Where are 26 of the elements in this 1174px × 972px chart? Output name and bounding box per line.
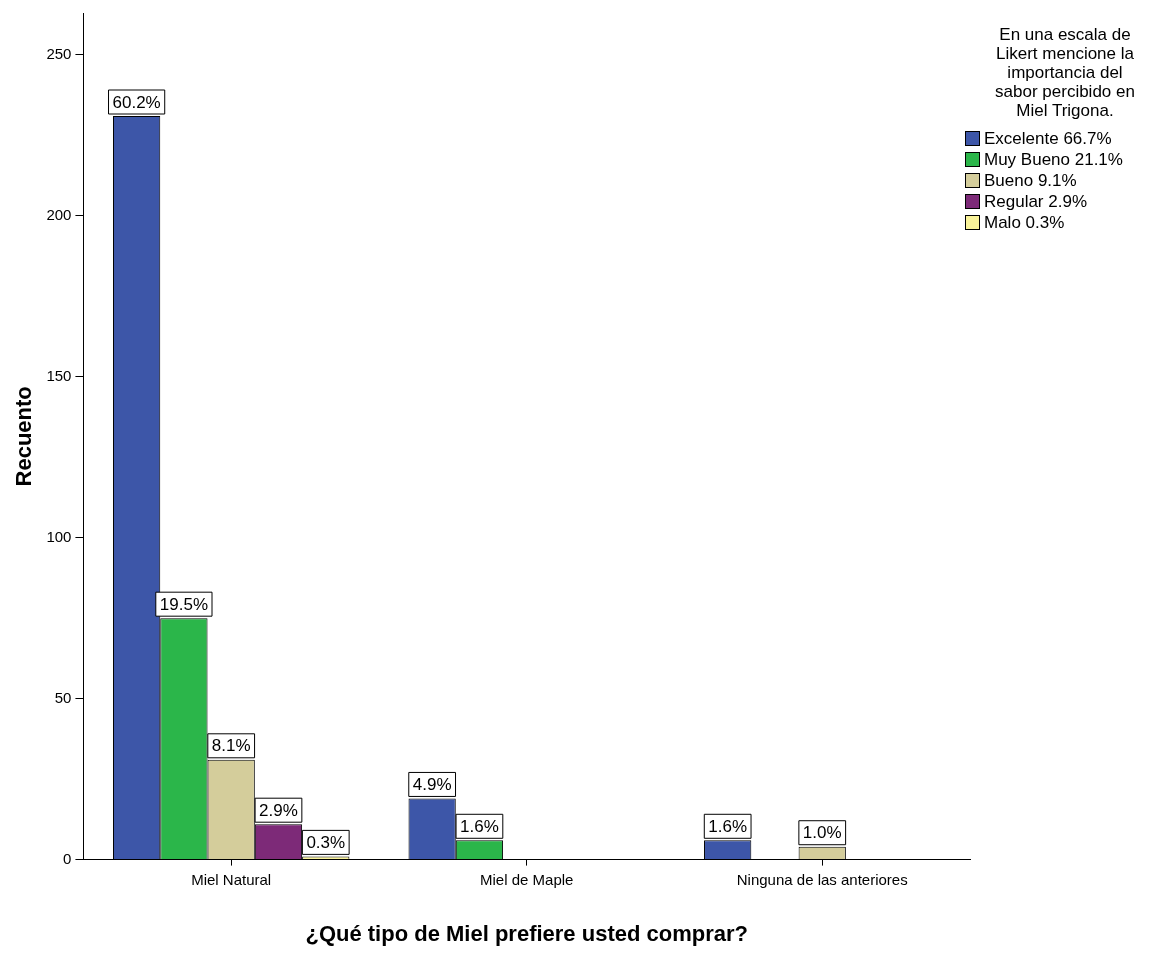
y-tick-label: 250 (46, 44, 72, 62)
x-tick-label: Miel Natural (191, 870, 272, 888)
annotation: 1.0% (802, 823, 842, 843)
legend-label: Excelente 66.7% (984, 128, 1112, 149)
y-tick-label: 200 (46, 205, 72, 223)
legend-title: En una escala de Likert mencione la importancia del sabor percibido en Miel Trigona. (994, 25, 1136, 120)
annotation: 1.6% (460, 816, 499, 836)
annotation: 0.3% (306, 833, 346, 853)
legend-label: Muy Bueno 21.1% (984, 149, 1123, 170)
x-tick-label: Ninguna de las anteriores (736, 870, 908, 888)
y-tick-label: 150 (46, 366, 72, 384)
annotation: 1.6% (708, 816, 748, 836)
y-tick-label: 0 (63, 849, 72, 867)
y-axis-title: Recuento (11, 386, 37, 487)
annotation: 4.9% (412, 775, 452, 795)
legend-label: Regular 2.9% (984, 191, 1088, 212)
annotation: 60.2% (112, 92, 161, 112)
annotation: 19.5% (159, 594, 209, 614)
annotation: 2.9% (259, 800, 298, 820)
legend-label: Bueno 9.1% (984, 170, 1077, 191)
x-axis-title: ¿Qué tipo de Miel prefiere usted comprar? (305, 920, 748, 946)
annotation: 8.1% (211, 736, 251, 756)
legend-label: Malo 0.3% (984, 212, 1065, 233)
x-tick-label: Miel de Maple (480, 870, 574, 888)
y-tick-label: 50 (54, 688, 72, 706)
y-tick-label: 100 (46, 527, 72, 545)
